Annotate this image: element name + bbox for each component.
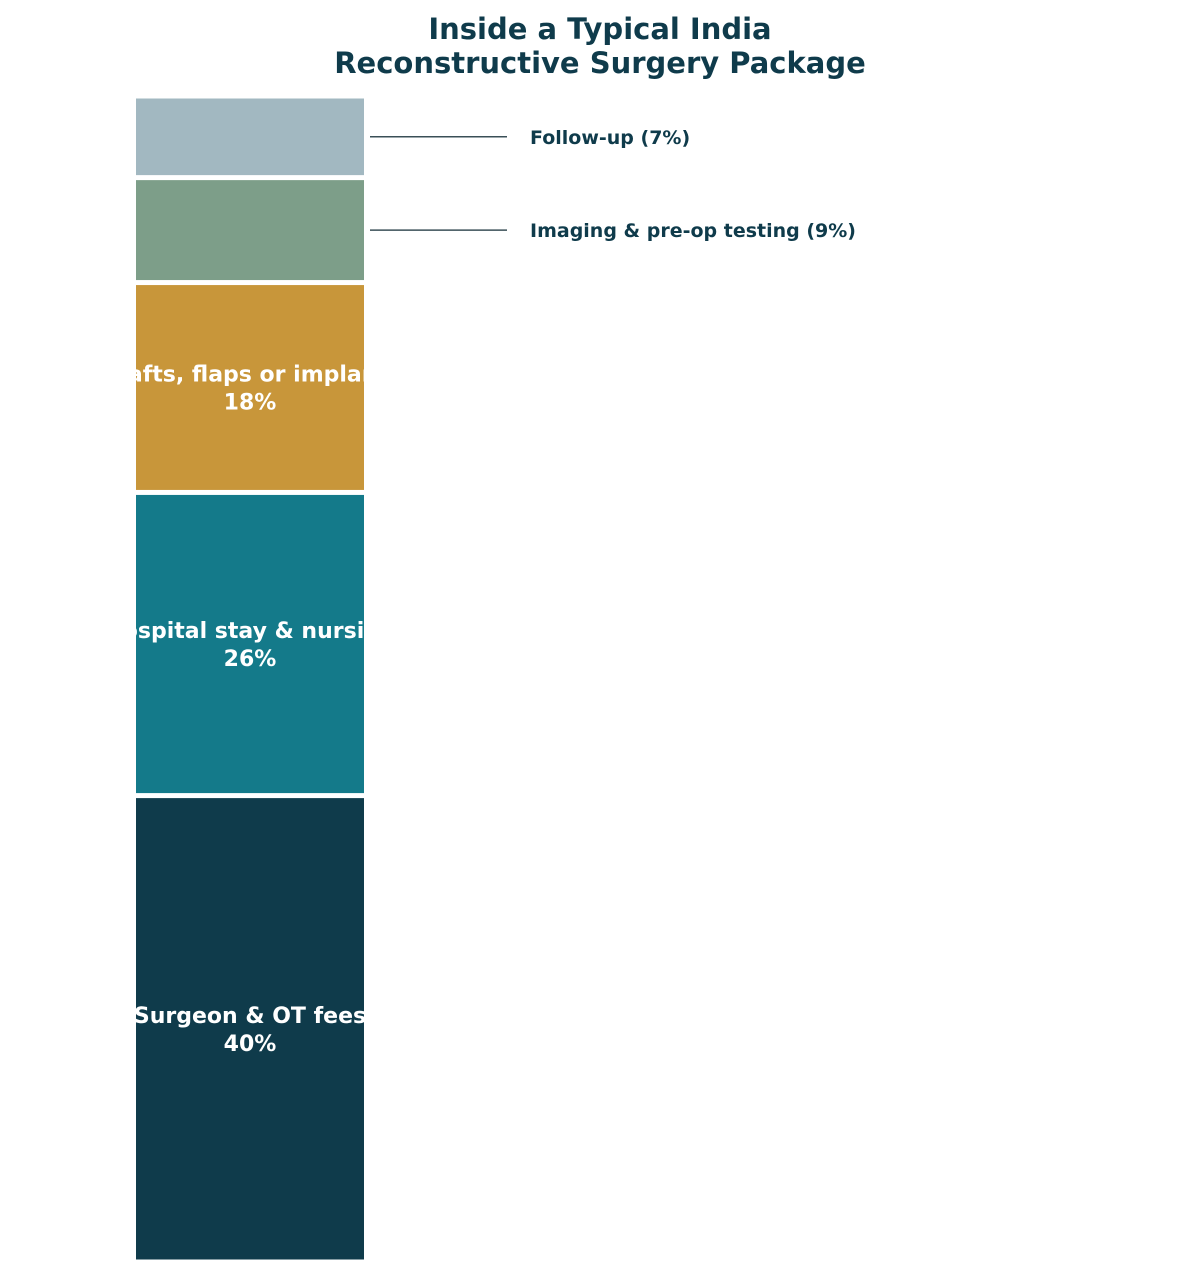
segment-value-label: 40% (224, 1032, 277, 1057)
chart-title-line-2: Reconstructive Surgery Package (334, 46, 866, 80)
chart-title: Inside a Typical India Reconstructive Su… (0, 12, 1200, 80)
segment-label-text: Surgeon & OT fees (134, 1004, 366, 1029)
chart-title-line-1: Inside a Typical India (428, 12, 772, 46)
bar-segment-imaging-pre-op-testing (136, 180, 364, 281)
segment-value-label: 18% (224, 391, 277, 416)
segment-label-text: Grafts, flaps or implants (99, 363, 401, 388)
segment-label-surgeon-ot-fees: Surgeon & OT fees 40% (134, 1004, 366, 1057)
segment-value-label: 26% (224, 647, 277, 672)
callout-label-imaging-pre-op-testing: Imaging & pre-op testing (9%) (530, 220, 856, 242)
segment-label-hospital-stay-nursing: Hospital stay & nursing 26% (104, 619, 395, 672)
segment-label-text: Hospital stay & nursing (104, 619, 395, 644)
bar-segment-hospital-stay-nursing (136, 494, 364, 794)
callout-label-follow-up: Follow-up (7%) (530, 127, 690, 149)
segment-label-grafts-flaps-or-implants: Grafts, flaps or implants 18% (99, 363, 401, 416)
bar-segment-surgeon-ot-fees (136, 798, 364, 1260)
bar-segment-grafts-flaps-or-implants (136, 285, 364, 490)
bar-segment-follow-up (136, 98, 364, 176)
